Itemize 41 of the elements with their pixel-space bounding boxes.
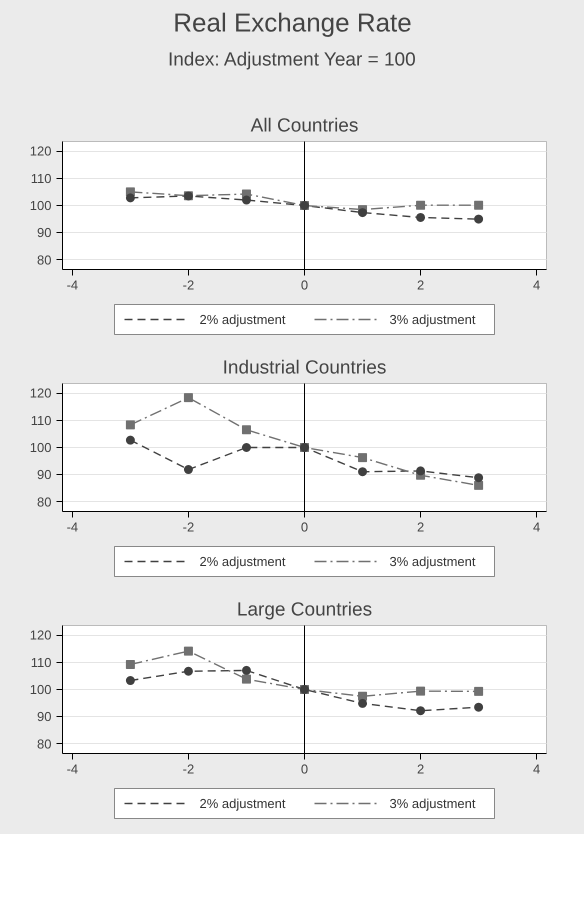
y-tick-label: 100	[30, 682, 52, 697]
chart-title: Large Countries	[236, 600, 372, 620]
legend-label: 3% adjustment	[390, 554, 476, 569]
y-tick-label: 100	[30, 198, 52, 213]
x-tick-label: 0	[300, 762, 308, 776]
y-tick-label: 110	[30, 170, 52, 186]
y-tick-label: 110	[30, 412, 52, 428]
x-tick-label: -4	[66, 520, 78, 534]
y-tick-label: 100	[30, 440, 52, 455]
y-tick-label: 80	[37, 252, 52, 268]
y-tick-label: 120	[30, 628, 52, 643]
chart-title: All Countries	[250, 116, 358, 136]
legend-label: 2% adjustment	[200, 312, 286, 327]
y-tick-label: 120	[30, 144, 52, 159]
y-tick-label: 120	[30, 386, 52, 401]
legend-label: 2% adjustment	[200, 554, 286, 569]
x-tick-label: -4	[66, 762, 78, 776]
legend-label: 3% adjustment	[390, 312, 476, 327]
x-tick-label: 4	[533, 520, 540, 534]
y-tick-label: 80	[37, 736, 52, 752]
y-tick-label: 90	[37, 225, 52, 240]
y-tick-label: 110	[30, 654, 52, 670]
x-tick-label: -2	[182, 278, 194, 292]
x-tick-label: 0	[300, 520, 308, 534]
x-tick-label: 2	[416, 520, 424, 534]
x-tick-label: 0	[300, 278, 308, 292]
text: Real Exchange Rate	[173, 8, 412, 38]
y-tick-label: 90	[37, 709, 52, 724]
x-tick-label: -4	[66, 278, 78, 292]
y-tick-label: 80	[37, 494, 52, 510]
x-tick-label: -2	[182, 762, 194, 776]
x-tick-label: 4	[533, 278, 540, 292]
y-tick-label: 90	[37, 467, 52, 482]
chart-title: Industrial Countries	[222, 358, 386, 378]
x-tick-label: -2	[182, 520, 194, 534]
x-tick-label: 4	[533, 762, 540, 776]
text: Index: Adjustment Year = 100	[168, 50, 416, 70]
legend-label: 2% adjustment	[200, 796, 286, 811]
x-tick-label: 2	[416, 278, 424, 292]
legend-label: 3% adjustment	[390, 796, 476, 811]
x-tick-label: 2	[416, 762, 424, 776]
